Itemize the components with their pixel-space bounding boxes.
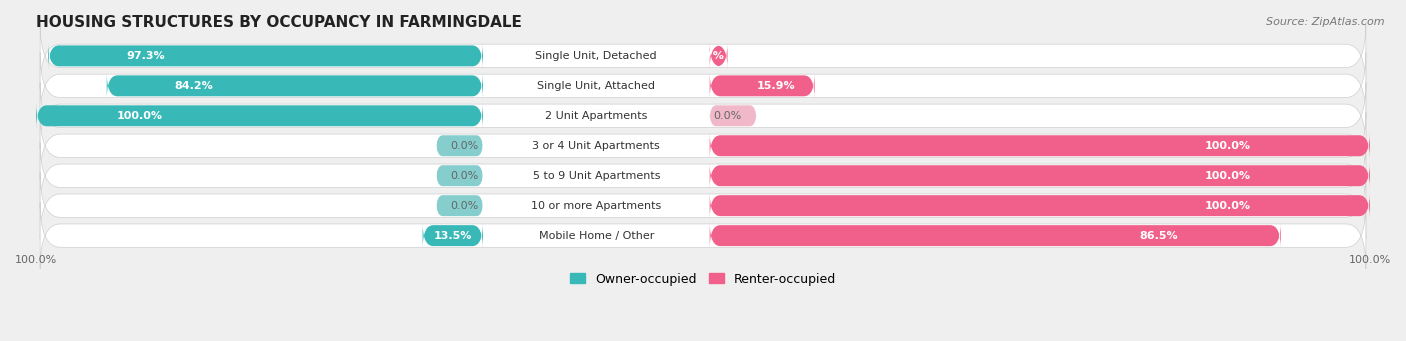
Text: Single Unit, Detached: Single Unit, Detached <box>536 51 657 61</box>
FancyBboxPatch shape <box>41 23 1365 89</box>
Text: 100.0%: 100.0% <box>1205 141 1251 151</box>
Text: 97.3%: 97.3% <box>127 51 165 61</box>
Text: 100.0%: 100.0% <box>1205 171 1251 181</box>
FancyBboxPatch shape <box>37 102 482 129</box>
Text: 15.9%: 15.9% <box>756 81 796 91</box>
Text: 0.0%: 0.0% <box>451 171 479 181</box>
FancyBboxPatch shape <box>423 222 482 249</box>
Text: HOUSING STRUCTURES BY OCCUPANCY IN FARMINGDALE: HOUSING STRUCTURES BY OCCUPANCY IN FARMI… <box>37 15 522 30</box>
FancyBboxPatch shape <box>436 135 482 156</box>
Text: 2.7%: 2.7% <box>693 51 724 61</box>
Text: 100.0%: 100.0% <box>117 111 163 121</box>
FancyBboxPatch shape <box>710 42 727 69</box>
Text: 0.0%: 0.0% <box>714 111 742 121</box>
FancyBboxPatch shape <box>710 72 814 99</box>
Text: 2 Unit Apartments: 2 Unit Apartments <box>546 111 648 121</box>
FancyBboxPatch shape <box>41 143 1365 209</box>
Text: 0.0%: 0.0% <box>451 201 479 211</box>
FancyBboxPatch shape <box>41 83 1365 149</box>
FancyBboxPatch shape <box>710 105 756 126</box>
FancyBboxPatch shape <box>710 132 1369 159</box>
FancyBboxPatch shape <box>710 162 1369 189</box>
FancyBboxPatch shape <box>41 53 1365 119</box>
FancyBboxPatch shape <box>436 195 482 216</box>
FancyBboxPatch shape <box>107 72 482 99</box>
FancyBboxPatch shape <box>710 222 1281 249</box>
FancyBboxPatch shape <box>41 202 1365 269</box>
FancyBboxPatch shape <box>48 42 482 69</box>
FancyBboxPatch shape <box>41 173 1365 239</box>
FancyBboxPatch shape <box>710 192 1369 219</box>
Text: 0.0%: 0.0% <box>451 141 479 151</box>
Text: 86.5%: 86.5% <box>1139 231 1178 241</box>
Text: Source: ZipAtlas.com: Source: ZipAtlas.com <box>1267 17 1385 27</box>
Text: 10 or more Apartments: 10 or more Apartments <box>531 201 661 211</box>
Text: 5 to 9 Unit Apartments: 5 to 9 Unit Apartments <box>533 171 659 181</box>
Text: 100.0%: 100.0% <box>1205 201 1251 211</box>
Text: 13.5%: 13.5% <box>433 231 472 241</box>
Legend: Owner-occupied, Renter-occupied: Owner-occupied, Renter-occupied <box>565 267 841 291</box>
Text: 3 or 4 Unit Apartments: 3 or 4 Unit Apartments <box>533 141 661 151</box>
Text: Single Unit, Attached: Single Unit, Attached <box>537 81 655 91</box>
FancyBboxPatch shape <box>41 113 1365 179</box>
Text: Mobile Home / Other: Mobile Home / Other <box>538 231 654 241</box>
Text: 84.2%: 84.2% <box>174 81 214 91</box>
FancyBboxPatch shape <box>436 165 482 186</box>
